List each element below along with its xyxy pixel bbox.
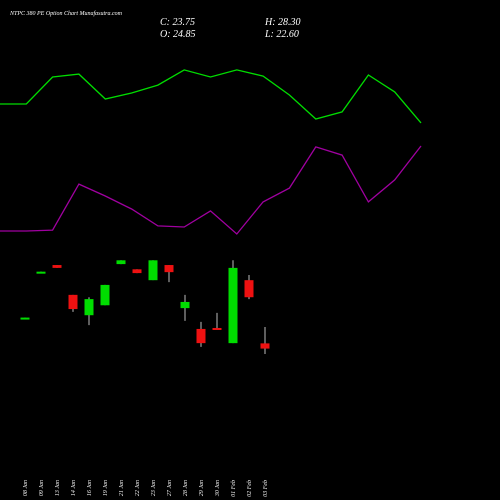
candle-body — [36, 271, 46, 274]
x-tick-label: 21 Jan — [119, 480, 125, 496]
candle-body — [68, 294, 78, 310]
x-tick-label: 02 Feb — [247, 480, 253, 497]
candle-body — [84, 299, 94, 316]
candle-body — [260, 343, 270, 349]
x-tick-label: 14 Jan — [70, 480, 77, 496]
x-tick-label: 23 Jan — [151, 480, 157, 496]
candle-body — [228, 267, 238, 344]
indicator-line — [0, 69, 422, 124]
candle-body — [116, 260, 126, 265]
ohlc-high: H: 28.30 — [264, 17, 301, 28]
x-tick-label: 09 Jan — [39, 480, 45, 496]
candle-body — [148, 260, 158, 281]
candle-body — [132, 269, 142, 274]
x-tick-label: 03 Feb — [263, 480, 269, 497]
candle-body — [212, 327, 222, 330]
x-tick-label: 16 Jan — [87, 480, 93, 496]
candle-body — [244, 280, 254, 298]
x-tick-label: 30 Jan — [215, 480, 221, 497]
x-tick-label: 22 Jan — [135, 480, 141, 496]
x-tick-label: 19 Jan — [103, 480, 109, 496]
x-tick-label: 08 Jan — [23, 480, 29, 496]
ohlc-low: L: 22.60 — [264, 29, 299, 40]
x-tick-label: 29 Jan — [199, 480, 205, 496]
candle-body — [20, 317, 30, 320]
candle-body — [100, 284, 110, 306]
x-tick-label: 01 Feb — [231, 480, 237, 497]
chart-title: NTPC 380 PE Option Chart Munafasutra.com — [9, 10, 123, 17]
ohlc-close: C: 23.75 — [160, 17, 195, 28]
indicator-line — [0, 145, 422, 235]
x-tick-label: 28 Jan — [183, 480, 189, 496]
x-tick-label: 27 Jan — [167, 480, 173, 496]
candle-body — [180, 301, 190, 309]
candle-body — [164, 265, 174, 273]
x-tick-label: 13 Jan — [55, 480, 61, 496]
candle-body — [52, 265, 62, 268]
ohlc-open: O: 24.85 — [160, 29, 196, 40]
candle-body — [196, 328, 206, 344]
